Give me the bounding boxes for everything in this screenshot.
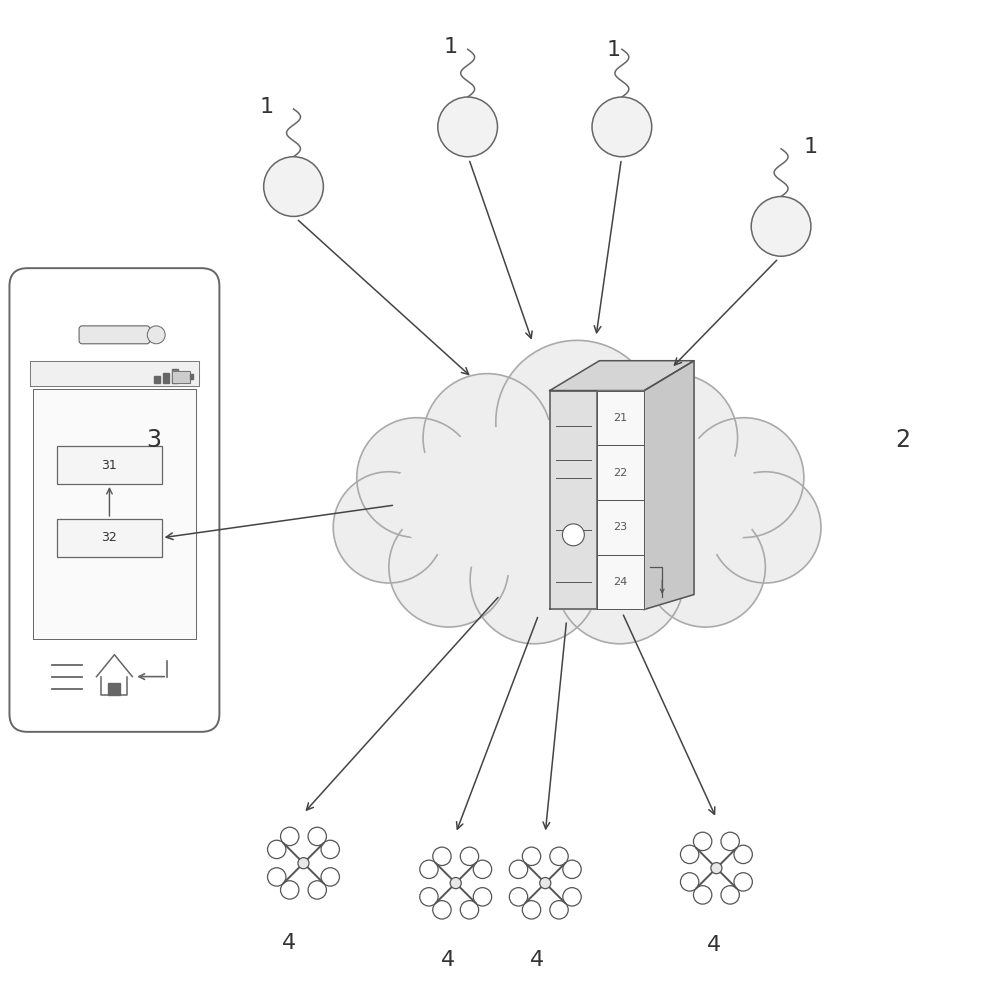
Text: 31: 31 (101, 459, 117, 472)
Circle shape (645, 507, 764, 627)
Circle shape (539, 878, 551, 889)
Polygon shape (172, 371, 189, 383)
Circle shape (333, 472, 444, 583)
FancyBboxPatch shape (58, 519, 161, 557)
Circle shape (389, 507, 508, 627)
Polygon shape (596, 391, 644, 609)
Circle shape (297, 858, 309, 869)
Text: 4: 4 (707, 935, 721, 955)
Polygon shape (189, 374, 192, 379)
Polygon shape (549, 391, 596, 609)
Text: 4: 4 (281, 933, 295, 953)
Polygon shape (31, 361, 199, 386)
Ellipse shape (390, 419, 763, 581)
Text: 1: 1 (443, 37, 457, 57)
Polygon shape (154, 376, 160, 383)
Text: 23: 23 (613, 522, 627, 532)
Circle shape (555, 515, 684, 644)
Circle shape (449, 878, 461, 889)
Text: 4: 4 (530, 950, 544, 970)
FancyBboxPatch shape (80, 326, 150, 344)
Circle shape (437, 97, 497, 157)
Circle shape (422, 374, 551, 502)
Circle shape (562, 524, 583, 546)
Text: 32: 32 (101, 531, 117, 544)
Text: 22: 22 (613, 468, 627, 478)
Circle shape (591, 97, 651, 157)
Circle shape (710, 863, 722, 874)
Circle shape (684, 418, 803, 538)
Text: 1: 1 (606, 40, 620, 60)
Circle shape (263, 157, 323, 216)
Text: 3: 3 (146, 428, 162, 452)
Text: 21: 21 (613, 413, 627, 423)
Text: 1: 1 (803, 137, 817, 157)
Polygon shape (108, 683, 120, 695)
Circle shape (357, 418, 476, 538)
Circle shape (709, 472, 820, 583)
Circle shape (750, 197, 810, 256)
Polygon shape (644, 361, 694, 609)
Text: 2: 2 (895, 428, 910, 452)
Polygon shape (596, 391, 644, 445)
Polygon shape (549, 361, 694, 391)
Ellipse shape (374, 404, 779, 596)
Text: 4: 4 (440, 950, 454, 970)
Polygon shape (596, 555, 644, 609)
Polygon shape (172, 369, 177, 383)
FancyBboxPatch shape (58, 446, 161, 484)
Polygon shape (34, 389, 195, 639)
FancyBboxPatch shape (10, 268, 219, 732)
Circle shape (608, 374, 737, 502)
Polygon shape (596, 500, 644, 555)
Polygon shape (596, 445, 644, 500)
Text: 24: 24 (613, 577, 627, 587)
Polygon shape (163, 373, 169, 383)
Text: 1: 1 (259, 97, 273, 117)
Circle shape (495, 340, 658, 503)
Circle shape (147, 326, 165, 344)
Circle shape (469, 515, 597, 644)
